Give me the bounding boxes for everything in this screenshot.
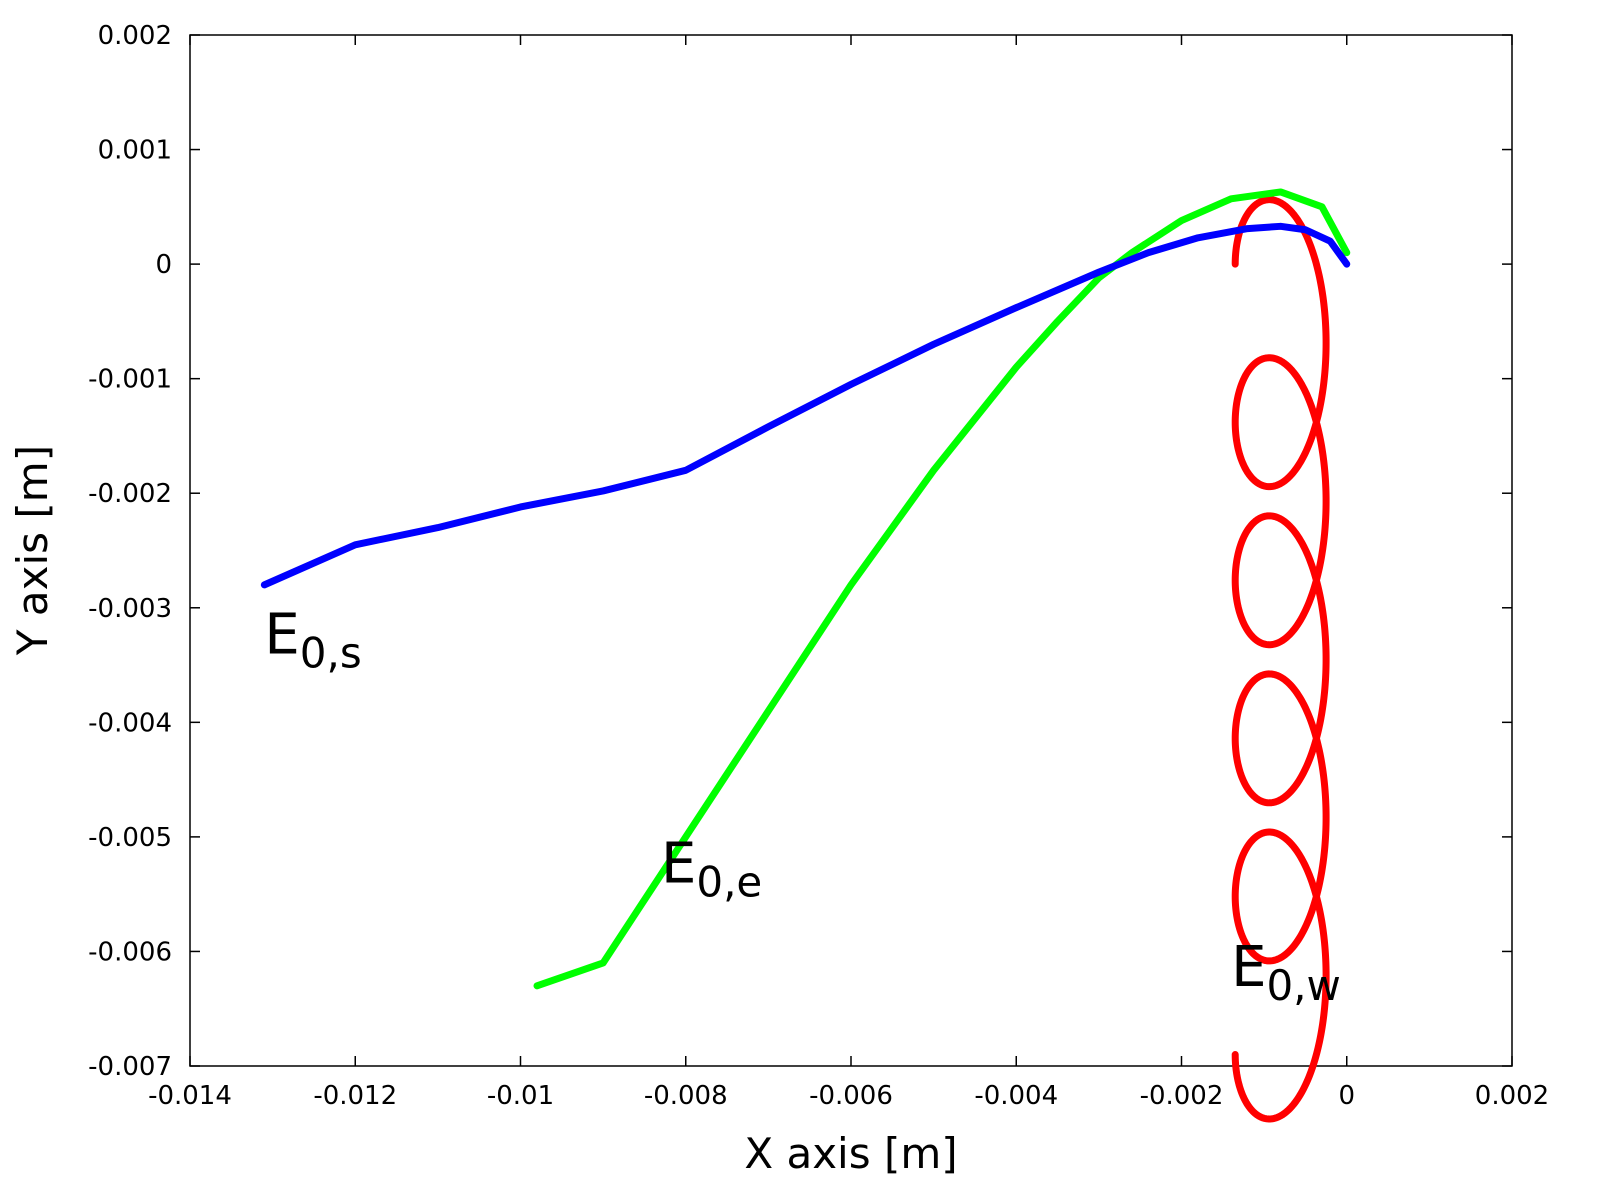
x-tick-label: -0.008 xyxy=(644,1081,728,1111)
y-tick-label: 0 xyxy=(155,250,172,280)
x-tick-label: -0.006 xyxy=(809,1081,893,1111)
x-tick-label: -0.014 xyxy=(148,1081,232,1111)
x-tick-label: -0.002 xyxy=(1140,1081,1224,1111)
y-tick-label: -0.007 xyxy=(88,1052,172,1082)
annotation-main: E xyxy=(264,603,299,668)
annotation-e: E0,e xyxy=(661,832,762,907)
y-tick-label: -0.005 xyxy=(88,823,172,853)
y-tick-label: 0.001 xyxy=(98,136,172,166)
annotation-layer: E0,sE0,eE0,w xyxy=(264,603,1341,1010)
y-tick-label: -0.001 xyxy=(88,365,172,395)
series-layer xyxy=(260,188,1351,1123)
x-tick-label: 0.002 xyxy=(1475,1081,1549,1111)
x-axis-title: X axis [m] xyxy=(744,1129,957,1178)
series-line-s xyxy=(260,222,1351,589)
x-tick-label: 0 xyxy=(1338,1081,1355,1111)
series-line-e xyxy=(533,188,1351,990)
annotation-subscript: 0,e xyxy=(696,858,762,907)
x-tick-label: -0.01 xyxy=(487,1081,554,1111)
annotation-main: E xyxy=(1231,935,1266,1000)
series-line-w xyxy=(1231,196,1330,1123)
annotation-subscript: 0,s xyxy=(300,629,362,678)
y-axis-title: Y axis [m] xyxy=(8,445,57,656)
y-tick-label: 0.002 xyxy=(98,21,172,51)
y-tick-label: -0.003 xyxy=(88,594,172,624)
y-tick-label: -0.002 xyxy=(88,479,172,509)
y-tick-label: -0.004 xyxy=(88,708,172,738)
x-tick-label: -0.012 xyxy=(313,1081,397,1111)
annotation-w: E0,w xyxy=(1231,935,1341,1010)
y-tick-label: -0.006 xyxy=(88,937,172,967)
annotation-subscript: 0,w xyxy=(1266,961,1340,1010)
annotation-s: E0,s xyxy=(264,603,361,678)
x-tick-label: -0.004 xyxy=(974,1081,1058,1111)
ticks: -0.014 -0.012 -0.01 -0.008 -0.006 -0.004 -0.00… xyxy=(88,21,1549,1111)
annotation-main: E xyxy=(661,832,696,897)
